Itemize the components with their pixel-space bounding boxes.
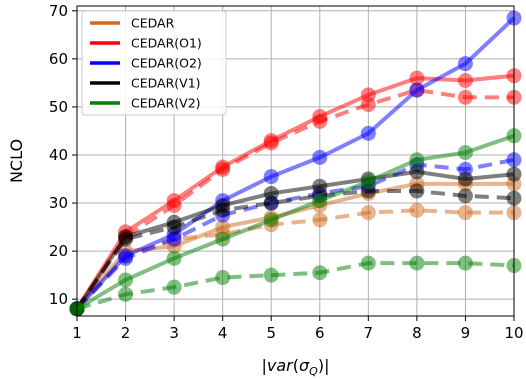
y-tick-label: 60 [49, 50, 68, 68]
data-point [312, 265, 328, 281]
series-line [75, 157, 515, 311]
y-tick-label: 10 [49, 290, 68, 308]
legend-item: CEDAR(O2) [90, 56, 202, 71]
series-cedarv2-dashed [69, 255, 522, 317]
data-point [263, 195, 279, 211]
data-point [360, 255, 376, 271]
y-axis-label: NCLO [7, 139, 26, 183]
data-point [312, 149, 328, 165]
data-point [360, 97, 376, 113]
data-point [409, 82, 425, 98]
data-point [457, 89, 473, 105]
legend-label: CEDAR(V1) [131, 76, 201, 91]
plot-frame [76, 5, 515, 317]
y-tick-label: 30 [49, 194, 68, 212]
series-line [75, 208, 514, 311]
data-point [215, 161, 231, 177]
legend-item: CEDAR(V1) [90, 76, 201, 91]
data-point [312, 113, 328, 129]
series-line [76, 261, 515, 311]
data-point [457, 255, 473, 271]
series-line [75, 88, 514, 310]
data-point [215, 270, 231, 286]
series-line [75, 189, 515, 310]
x-tick-label: 2 [121, 324, 131, 342]
x-tick-label: 8 [412, 324, 422, 342]
x-axis-label: |var(σQ)| [262, 356, 330, 378]
legend-item: CEDAR(O1) [90, 36, 202, 51]
y-tick-label: 70 [49, 2, 68, 20]
data-point [118, 250, 134, 266]
y-axis-ticks: 10 20 30 40 50 60 70 [49, 2, 77, 308]
x-tick-label: 3 [169, 324, 179, 342]
series-line [75, 16, 516, 311]
data-point [409, 152, 425, 168]
data-point [166, 279, 182, 295]
data-point [457, 171, 473, 187]
x-tick-label: 6 [315, 324, 325, 342]
data-point [312, 212, 328, 228]
series-line [75, 133, 515, 311]
data-point [409, 70, 425, 86]
series-cedarv1-solid [69, 164, 522, 317]
data-point [263, 135, 279, 151]
data-point [215, 202, 231, 218]
data-point [457, 145, 473, 161]
series-layer [69, 10, 522, 317]
data-point [409, 202, 425, 218]
legend-item: CEDAR [90, 16, 175, 31]
data-point [263, 169, 279, 185]
data-point [360, 205, 376, 221]
legend-item: CEDAR(V2) [90, 96, 201, 111]
x-axis-ticks: 1 2 3 4 5 6 7 8 9 10 [72, 316, 524, 342]
series-line [75, 169, 515, 310]
x-tick-label: 5 [266, 324, 276, 342]
data-point [457, 56, 473, 72]
data-point [360, 173, 376, 189]
data-point [360, 125, 376, 141]
data-point [118, 286, 134, 302]
x-tick-label: 4 [218, 324, 228, 342]
data-point [118, 272, 134, 288]
y-tick-label: 50 [49, 98, 68, 116]
data-point [263, 267, 279, 283]
x-tick-label: 9 [461, 324, 471, 342]
data-point [166, 250, 182, 266]
legend-label: CEDAR(O2) [131, 56, 202, 71]
data-point [409, 255, 425, 271]
data-point [166, 197, 182, 213]
data-point [457, 205, 473, 221]
legend-label: CEDAR(O1) [131, 36, 202, 51]
data-point [457, 188, 473, 204]
data-point [409, 164, 425, 180]
legend-label: CEDAR [131, 16, 175, 31]
legend: CEDAR CEDAR(O1) CEDAR(O2) CEDAR(V1) CEDAR(V2… [81, 10, 227, 116]
y-tick-label: 40 [49, 146, 68, 164]
data-point [118, 231, 134, 247]
data-point [166, 219, 182, 235]
data-point [215, 231, 231, 247]
series-cedarv2-solid [69, 128, 522, 317]
x-tick-label: 1 [72, 324, 82, 342]
x-tick-label: 10 [504, 324, 523, 342]
data-point [409, 183, 425, 199]
legend-label: CEDAR(V2) [131, 96, 201, 111]
data-point [457, 72, 473, 88]
data-point [263, 212, 279, 228]
data-point [166, 231, 182, 247]
y-tick-label: 20 [49, 242, 68, 260]
data-point [312, 193, 328, 209]
x-tick-label: 7 [364, 324, 374, 342]
series-line [75, 73, 515, 310]
legend-box [81, 10, 227, 116]
